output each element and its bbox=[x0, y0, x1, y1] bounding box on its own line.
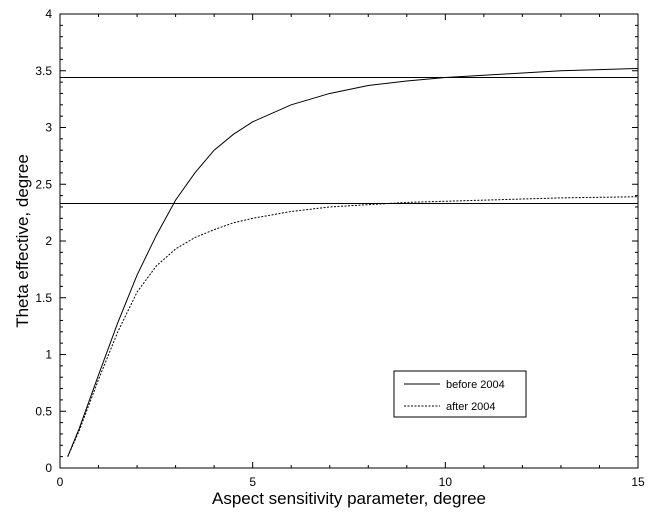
y-tick-label: 3 bbox=[45, 121, 52, 135]
x-axis-ticks: 0 5 10 15 bbox=[57, 14, 645, 489]
y-axis-label: Theta effective, degree bbox=[13, 154, 32, 328]
y-tick-label: 2.5 bbox=[35, 177, 52, 191]
y-tick-label: 1 bbox=[45, 348, 52, 362]
legend-box bbox=[393, 370, 527, 418]
y-axis-ticks: 0 0.5 1 1.5 2 2.5 3 3.5 4 bbox=[35, 7, 638, 475]
y-tick-label: 2 bbox=[45, 234, 52, 248]
y-tick-label: 1.5 bbox=[35, 291, 52, 305]
legend-label-before-2004: before 2004 bbox=[446, 379, 505, 391]
y-tick-label: 4 bbox=[45, 7, 52, 21]
legend: before 2004 after 2004 bbox=[393, 370, 527, 418]
plot-area bbox=[59, 13, 639, 469]
x-tick-label: 10 bbox=[439, 475, 453, 489]
y-tick-label: 0 bbox=[45, 461, 52, 475]
y-tick-label: 3.5 bbox=[35, 64, 52, 78]
series-line-0 bbox=[67, 67, 639, 457]
series-layer bbox=[67, 67, 639, 457]
reference-lines bbox=[60, 77, 638, 205]
x-tick-label: 0 bbox=[57, 475, 64, 489]
legend-label-after-2004: after 2004 bbox=[446, 401, 496, 413]
x-axis-label: Aspect sensitivity parameter, degree bbox=[212, 489, 486, 508]
series-line-1 bbox=[67, 196, 639, 457]
y-tick-label: 0.5 bbox=[35, 404, 52, 418]
x-tick-label: 15 bbox=[631, 475, 645, 489]
x-tick-label: 5 bbox=[249, 475, 256, 489]
